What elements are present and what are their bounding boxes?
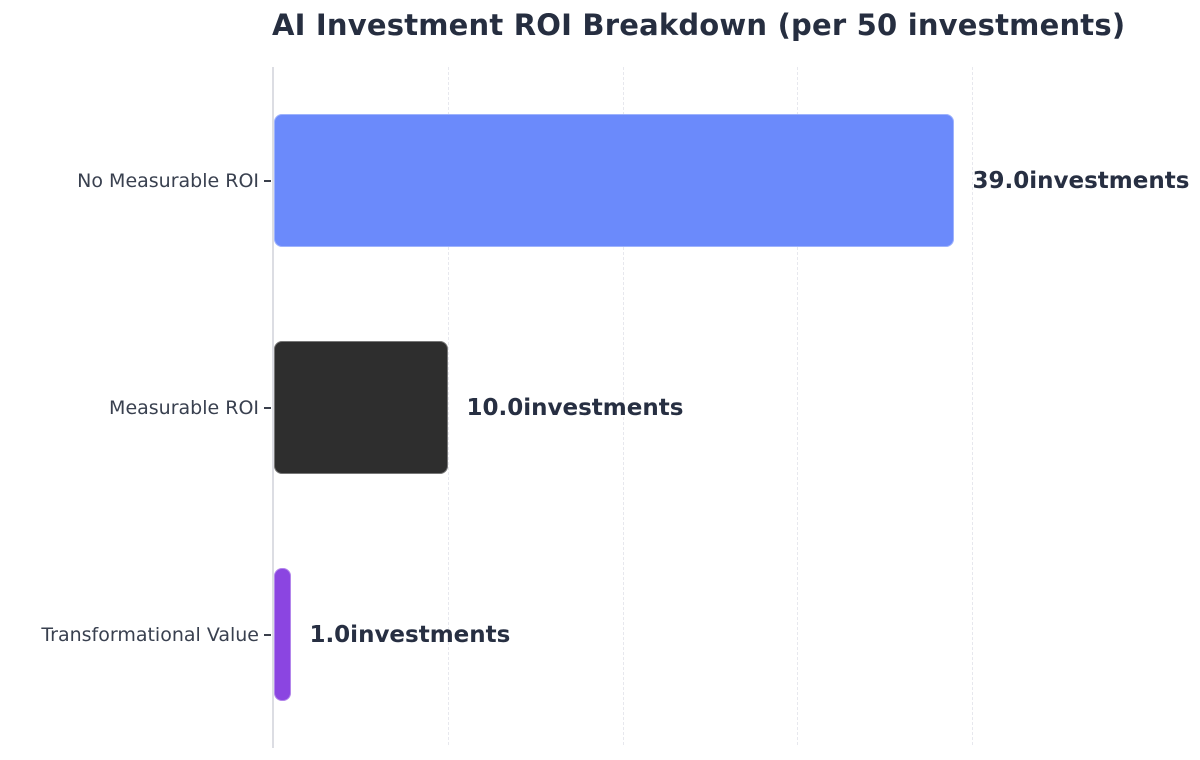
- bar-measurable-roi: [274, 341, 449, 474]
- bar-transformational-value: [274, 568, 292, 701]
- axis-tick-icon: [264, 406, 271, 409]
- category-label-no-measurable-roi: No Measurable ROI: [77, 169, 259, 192]
- gridline: [797, 67, 799, 745]
- y-axis-labels: No Measurable ROI Measurable ROI Transfo…: [0, 67, 272, 748]
- gridline: [448, 67, 450, 745]
- chart-title: AI Investment ROI Breakdown (per 50 inve…: [272, 8, 1126, 42]
- category-row: No Measurable ROI: [0, 67, 272, 294]
- bar-no-measurable-roi: [274, 114, 955, 247]
- bar-value-label: 10.0investments: [466, 394, 684, 421]
- category-label-measurable-roi: Measurable ROI: [109, 396, 259, 419]
- bar-row: 10.0investments: [274, 294, 1122, 521]
- bar-row: 39.0investments: [274, 67, 1189, 294]
- bar-value-label: 1.0investments: [309, 621, 511, 648]
- axis-tick-icon: [264, 179, 271, 182]
- plot-area: 39.0investments 10.0investments 1.0inves…: [272, 67, 1189, 748]
- category-row: Measurable ROI: [0, 294, 272, 521]
- gridline: [622, 67, 624, 745]
- axis-tick-icon: [264, 633, 271, 636]
- bar-value-label: 39.0investments: [972, 167, 1190, 194]
- category-row: Transformational Value: [0, 521, 272, 748]
- category-label-transformational-value: Transformational Value: [41, 623, 259, 646]
- gridline: [971, 67, 973, 745]
- bar-row: 1.0investments: [274, 521, 1122, 748]
